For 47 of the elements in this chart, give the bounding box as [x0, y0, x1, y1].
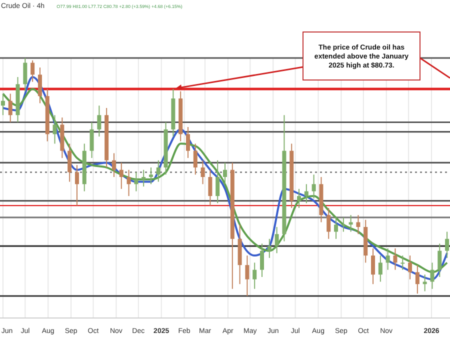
- candlestick: [334, 216, 338, 240]
- candlestick: [200, 160, 205, 185]
- candlestick: [356, 214, 360, 235]
- candlestick: [252, 262, 257, 290]
- candlestick: [438, 243, 442, 278]
- candlestick: [208, 169, 212, 206]
- candlestick: [142, 169, 146, 188]
- candlestick: [0, 93, 5, 116]
- candlestick: [148, 166, 153, 185]
- candlestick: [378, 255, 382, 282]
- candlestick: [216, 160, 220, 204]
- candlestick: [297, 188, 302, 208]
- candlestick: [156, 160, 160, 182]
- candlestick: [52, 114, 57, 144]
- candlestick: [326, 207, 331, 240]
- candlestick: [38, 67, 42, 104]
- candlestick: [415, 264, 420, 294]
- candlestick: [245, 255, 250, 296]
- candlestick: [90, 122, 94, 158]
- candlestick: [119, 162, 124, 190]
- candlestick: [30, 60, 35, 82]
- candlestick: [223, 162, 227, 185]
- candlestick: [23, 58, 28, 92]
- candlestick: [348, 214, 353, 232]
- candlestick: [97, 105, 102, 138]
- candlestick: [371, 248, 376, 285]
- candlestick: [312, 174, 316, 199]
- candlestick: [430, 262, 434, 290]
- candlestick: [126, 169, 131, 197]
- candlestick: [8, 93, 12, 123]
- candlestick: [400, 255, 405, 270]
- candlestick: [393, 248, 398, 270]
- candlestick: [186, 126, 190, 158]
- candlestick: [134, 172, 138, 192]
- candlestick: [304, 184, 308, 204]
- candlestick: [422, 274, 427, 292]
- candlestick: [274, 226, 279, 254]
- candlestick: [260, 243, 264, 278]
- candlestick: [112, 152, 116, 178]
- candlestick: [341, 216, 346, 232]
- candlestick: [386, 248, 390, 270]
- candlestick: [193, 143, 198, 176]
- candlestick: [267, 238, 272, 258]
- candlestick: [74, 164, 79, 206]
- candlestick: [68, 143, 72, 182]
- candlestick: [445, 231, 450, 258]
- candlestick: [408, 255, 412, 280]
